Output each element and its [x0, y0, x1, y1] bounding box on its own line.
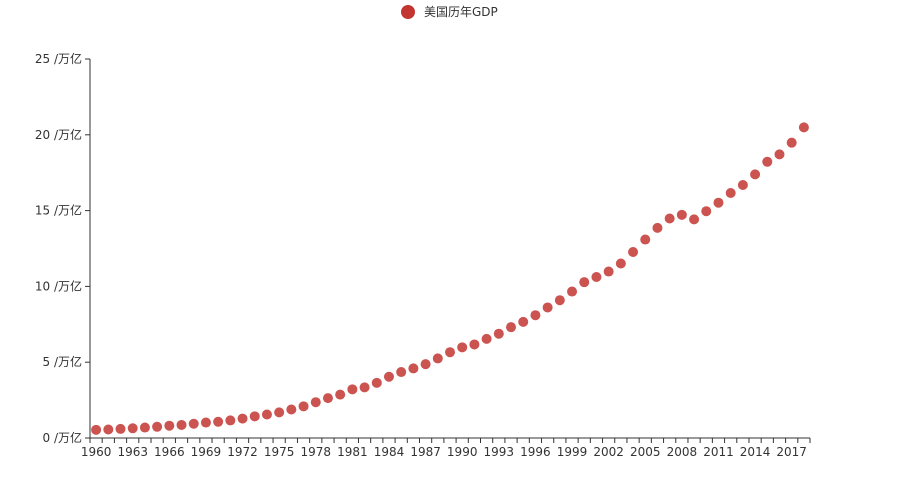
x-tick-label: 1978 [300, 445, 331, 459]
data-point[interactable] [750, 169, 761, 180]
data-point[interactable] [176, 419, 187, 430]
data-point[interactable] [689, 214, 700, 225]
data-point[interactable] [737, 179, 748, 190]
legend-marker [401, 5, 415, 19]
data-point[interactable] [91, 424, 102, 435]
data-point[interactable] [786, 137, 797, 148]
data-point[interactable] [542, 302, 553, 313]
x-tick-label: 1996 [520, 445, 551, 459]
axes: 0 /万亿 5 /万亿 10 /万亿 15 /万亿 20 /万亿 25 /万亿 1960 19… [35, 51, 811, 459]
data-point[interactable] [371, 377, 382, 388]
data-point[interactable] [420, 359, 431, 370]
data-point[interactable] [640, 234, 651, 245]
data-point[interactable] [762, 156, 773, 167]
x-tick-label: 2017 [776, 445, 807, 459]
data-point[interactable] [713, 197, 724, 208]
data-point[interactable] [127, 423, 138, 434]
data-point[interactable] [322, 393, 333, 404]
y-tick-label: 10 /万亿 [35, 278, 82, 293]
data-point[interactable] [591, 272, 602, 283]
data-point[interactable] [774, 149, 785, 160]
data-point[interactable] [530, 310, 541, 321]
legend-label: 美国历年GDP [424, 5, 498, 19]
data-point[interactable] [152, 421, 163, 432]
y-tick-label: 25 /万亿 [35, 51, 82, 66]
data-point[interactable] [567, 286, 578, 297]
x-tick-label: 2011 [703, 445, 734, 459]
data-point[interactable] [628, 246, 639, 257]
x-tick-label: 1981 [337, 445, 368, 459]
data-point[interactable] [676, 209, 687, 220]
x-tick-label: 1969 [191, 445, 222, 459]
data-point[interactable] [200, 417, 211, 428]
x-tick-label: 1993 [484, 445, 515, 459]
data-point[interactable] [164, 420, 175, 431]
data-point[interactable] [249, 411, 260, 422]
data-point[interactable] [445, 347, 455, 358]
y-tick-label: 15 /万亿 [35, 203, 82, 218]
data-point[interactable] [225, 415, 236, 426]
y-tick-label: 20 /万亿 [35, 127, 82, 142]
data-point[interactable] [652, 222, 663, 233]
y-tick-label: 5 /万亿 [43, 354, 83, 369]
data-point[interactable] [579, 277, 590, 288]
data-point[interactable] [506, 322, 517, 333]
data-point[interactable] [725, 188, 736, 199]
x-tick-label: 1984 [374, 445, 405, 459]
data-point[interactable] [359, 382, 370, 393]
data-point[interactable] [481, 333, 492, 344]
data-point[interactable] [261, 409, 272, 420]
x-tick-label: 2014 [740, 445, 771, 459]
data-point[interactable] [103, 424, 114, 435]
data-point[interactable] [310, 397, 321, 408]
x-tick-label: 1975 [264, 445, 295, 459]
y-tick-label: 0 /万亿 [43, 430, 83, 445]
data-point[interactable] [664, 213, 675, 224]
x-tick-label: 1966 [154, 445, 185, 459]
x-tick-label: 2008 [667, 445, 698, 459]
x-tick-label: 2002 [593, 445, 624, 459]
legend[interactable]: 美国历年GDP [401, 5, 498, 19]
data-point[interactable] [518, 316, 529, 327]
x-tick-label: 1999 [557, 445, 588, 459]
data-point[interactable] [213, 416, 224, 427]
data-point[interactable] [383, 371, 394, 382]
data-point[interactable] [286, 404, 297, 415]
data-point[interactable] [396, 367, 407, 378]
data-point[interactable] [603, 266, 614, 277]
data-point[interactable] [347, 384, 358, 395]
data-point[interactable] [188, 418, 199, 429]
data-point[interactable] [469, 339, 480, 350]
data-point[interactable] [335, 389, 346, 400]
data-point[interactable] [237, 413, 248, 424]
x-tick-label: 1963 [117, 445, 148, 459]
data-point[interactable] [274, 407, 285, 418]
data-point[interactable] [493, 328, 504, 339]
x-tick-label: 2005 [630, 445, 661, 459]
data-point[interactable] [798, 122, 809, 133]
data-point[interactable] [139, 422, 150, 433]
x-tick-label: 1972 [227, 445, 258, 459]
data-points [91, 122, 809, 435]
data-point[interactable] [554, 295, 565, 306]
data-point[interactable] [432, 353, 443, 364]
data-point[interactable] [298, 401, 309, 412]
data-point[interactable] [615, 258, 626, 269]
data-point[interactable] [115, 423, 126, 434]
x-tick-label: 1960 [81, 445, 112, 459]
data-point[interactable] [408, 363, 419, 374]
x-tick-label: 1990 [447, 445, 478, 459]
data-point[interactable] [457, 342, 468, 353]
x-tick-label: 1987 [410, 445, 441, 459]
data-point[interactable] [701, 206, 712, 217]
